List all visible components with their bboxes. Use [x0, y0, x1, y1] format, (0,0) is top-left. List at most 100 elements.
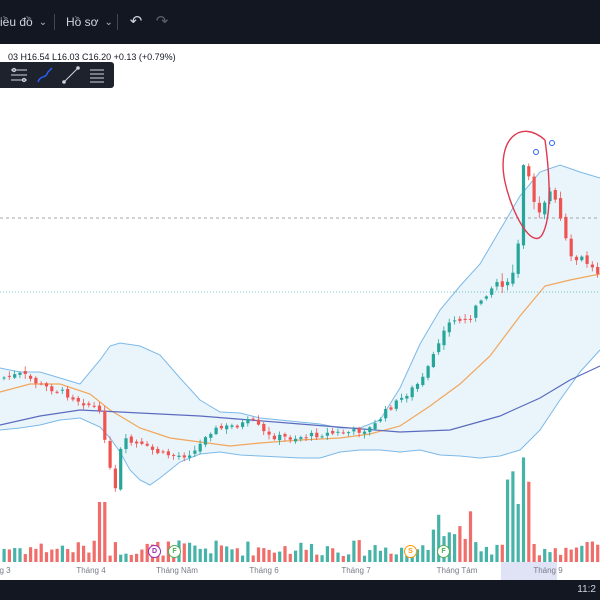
profile-menu[interactable]: Hồ sơ ⌄: [66, 0, 113, 44]
candle-body: [400, 397, 404, 400]
candle-body: [495, 282, 499, 287]
volume-bar: [161, 555, 165, 562]
candle-body: [574, 256, 579, 261]
volume-bar: [60, 545, 64, 562]
split-badge[interactable]: S: [404, 545, 417, 558]
ohlc-legend: 03 H16.54 L16.03 C16.20 +0.13 (+0.79%): [8, 52, 176, 62]
x-axis-label: Tháng 4: [76, 566, 106, 575]
candle-body: [18, 372, 22, 375]
clock: 11:2: [577, 584, 596, 595]
volume-bar: [283, 546, 287, 562]
candle-body: [225, 425, 229, 430]
candle-body: [193, 450, 197, 454]
candle-body: [384, 409, 388, 419]
candle-body: [490, 288, 494, 295]
volume-bar: [66, 548, 70, 562]
undo-icon[interactable]: ↶: [129, 13, 143, 30]
candle-body: [76, 398, 80, 402]
financials-badge[interactable]: F: [437, 545, 450, 558]
candle-body: [214, 427, 218, 435]
volume-bar: [140, 549, 144, 562]
candle-body: [71, 397, 75, 400]
volume-bar: [453, 534, 457, 562]
volume-bar: [426, 549, 430, 562]
candle-body: [39, 383, 43, 385]
volume-bar: [490, 554, 494, 562]
text-lines-icon[interactable]: [84, 62, 110, 88]
financials-badge[interactable]: F: [168, 545, 181, 558]
volume-bar: [421, 545, 425, 562]
volume-bar: [484, 546, 488, 562]
volume-bar: [585, 542, 589, 562]
volume-bar: [447, 532, 451, 562]
brush-icon[interactable]: [32, 62, 58, 88]
candle-body: [357, 427, 361, 433]
volume-bar: [458, 526, 462, 562]
chart-type-label: iều đồ: [0, 15, 33, 29]
chart-type-menu[interactable]: iều đồ ⌄: [0, 0, 47, 44]
volume-bar: [357, 540, 361, 562]
candle-body: [553, 190, 557, 200]
volume-bar: [29, 547, 33, 562]
x-axis-label: Tháng 7: [341, 566, 371, 575]
candle-body: [325, 432, 329, 436]
candle-body: [66, 388, 70, 398]
candle-body: [299, 437, 303, 440]
volume-bar: [71, 552, 75, 562]
volume-bar: [272, 552, 276, 562]
candle-body: [113, 468, 117, 489]
volume-bar: [400, 547, 404, 562]
dividend-badge[interactable]: D: [148, 545, 161, 558]
volume-bar: [299, 542, 303, 562]
candle-body: [527, 166, 531, 177]
volume-bar: [256, 547, 261, 562]
toolbar-divider: [54, 14, 55, 30]
x-axis-label: g 3: [0, 566, 11, 575]
volume-bar: [92, 540, 96, 562]
candle-body: [500, 281, 504, 287]
candle-body: [474, 305, 478, 318]
volume-bar: [437, 514, 441, 562]
candle-body: [511, 272, 515, 284]
measure-icon[interactable]: [6, 62, 32, 88]
candle-body: [442, 330, 446, 346]
volume-bar: [23, 554, 27, 562]
candle-body: [251, 418, 255, 420]
volume-bar: [2, 548, 6, 562]
time-axis[interactable]: [0, 562, 600, 580]
volume-bar: [55, 548, 59, 562]
volume-bar: [511, 471, 515, 562]
candle-body: [362, 431, 367, 434]
redo-icon[interactable]: ↷: [155, 13, 169, 30]
volume-bar: [262, 548, 266, 562]
circled-peak-annotation[interactable]: [502, 130, 550, 240]
candle-body: [352, 429, 356, 432]
bottom-toolbar: [0, 580, 600, 600]
candle-body: [484, 296, 488, 299]
candle-body: [124, 438, 128, 450]
candle-body: [140, 441, 144, 444]
candle-body: [34, 377, 38, 384]
volume-bar: [389, 553, 393, 562]
candle-body: [166, 451, 170, 456]
volume-bar: [225, 546, 229, 562]
annotation-handle[interactable]: [549, 140, 555, 146]
candle-body: [172, 454, 176, 456]
candle-body: [479, 300, 483, 304]
trend-line-icon[interactable]: [58, 62, 84, 88]
annotation-handle[interactable]: [533, 149, 539, 155]
volume-bar: [182, 543, 186, 562]
moving-average-blue: [0, 365, 600, 433]
candle-body: [559, 198, 563, 219]
candle-body: [532, 176, 536, 202]
candle-body: [209, 433, 213, 438]
volume-bar: [18, 548, 22, 562]
volume-bar: [521, 457, 526, 562]
candle-body: [331, 430, 335, 434]
volume-bar: [341, 555, 345, 562]
candle-body: [246, 419, 250, 424]
price-chart[interactable]: [0, 44, 600, 580]
candle-body: [410, 387, 414, 398]
chart-area[interactable]: [0, 44, 600, 580]
candle-body: [309, 432, 314, 437]
